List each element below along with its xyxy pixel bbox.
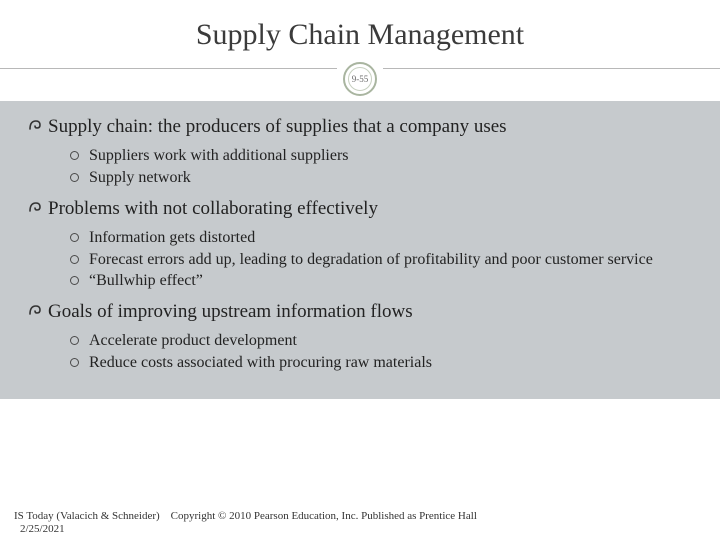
sub-bullet: Supply network [70,167,692,189]
sub-bullet: “Bullwhip effect” [70,270,692,292]
title-area: Supply Chain Management [0,0,720,62]
slide-number-badge: 9-55 [337,62,383,96]
sub-bullet: Accelerate product development [70,330,692,352]
sub-bullet-text: Information gets distorted [89,227,255,249]
swirl-icon [28,115,44,141]
sub-bullet: Reduce costs associated with procuring r… [70,352,692,374]
sub-bullet-text: “Bullwhip effect” [89,270,203,292]
sub-bullet-text: Forecast errors add up, leading to degra… [89,249,653,271]
circle-icon [70,358,79,367]
content-band: Supply chain: the producers of supplies … [0,101,720,399]
circle-icon [70,276,79,285]
sub-bullet: Information gets distorted [70,227,692,249]
sub-list: Information gets distortedForecast error… [70,227,692,292]
circle-icon [70,336,79,345]
sub-list: Suppliers work with additional suppliers… [70,145,692,188]
main-bullet-text: Problems with not collaborating effectiv… [48,197,378,221]
circle-icon [70,255,79,264]
sub-bullet-text: Supply network [89,167,191,189]
circle-icon [70,151,79,160]
footer-copyright: IS Today (Valacich & Schneider) Copyrigh… [14,510,477,523]
footer-date: 2/25/2021 [20,523,477,536]
sub-bullet: Forecast errors add up, leading to degra… [70,249,692,271]
sub-bullet-text: Suppliers work with additional suppliers [89,145,349,167]
main-bullet: Goals of improving upstream information … [28,300,692,326]
main-bullet: Problems with not collaborating effectiv… [28,197,692,223]
main-bullet-text: Supply chain: the producers of supplies … [48,115,507,139]
badge-text: 9-55 [348,67,372,91]
badge-outer-ring: 9-55 [343,62,377,96]
sub-bullet-text: Reduce costs associated with procuring r… [89,352,432,374]
sub-list: Accelerate product developmentReduce cos… [70,330,692,373]
circle-icon [70,173,79,182]
main-bullet-text: Goals of improving upstream information … [48,300,413,324]
swirl-icon [28,197,44,223]
slide-title: Supply Chain Management [0,18,720,52]
circle-icon [70,233,79,242]
sub-bullet: Suppliers work with additional suppliers [70,145,692,167]
footer: IS Today (Valacich & Schneider) Copyrigh… [14,510,477,536]
main-bullet: Supply chain: the producers of supplies … [28,115,692,141]
swirl-icon [28,300,44,326]
sub-bullet-text: Accelerate product development [89,330,297,352]
